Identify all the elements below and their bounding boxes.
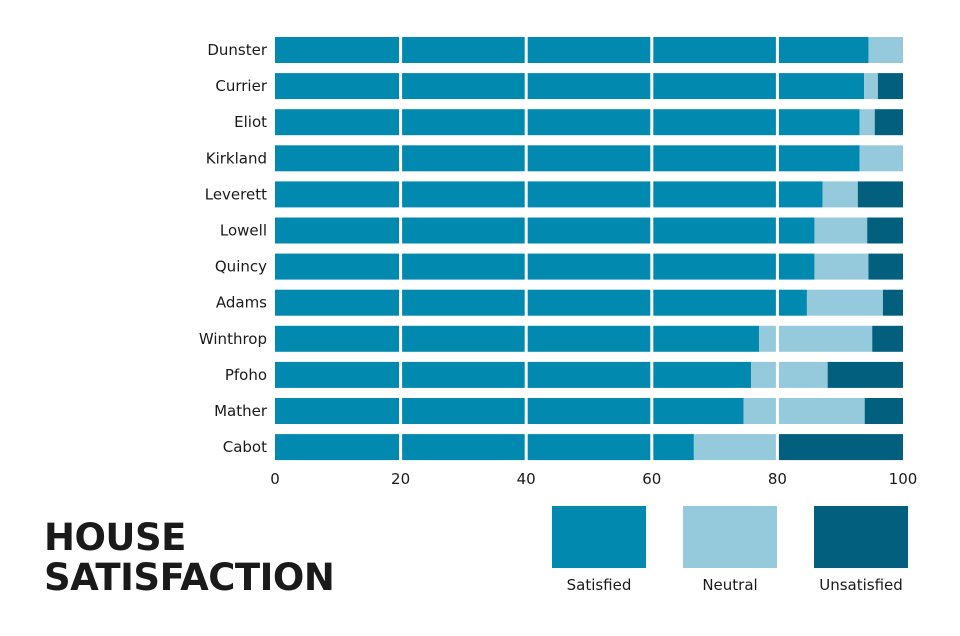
category-label-winthrop: Winthrop [199,330,267,348]
bar-lowell-neutral [814,217,868,244]
category-labels: Dunster Currier Eliot Kirkland Leverett Lowel… [199,41,268,456]
bar-kirkland-neutral [859,145,903,172]
x-tick-label-20: 20 [391,470,410,488]
category-label-mather: Mather [214,402,268,420]
bar-leverett-unsatisfied [857,181,903,208]
x-tick-label-60: 60 [642,470,661,488]
bar-currier-satisfied [275,73,865,100]
x-tick-label-40: 40 [517,470,536,488]
bar-adams-unsatisfied [882,289,903,316]
bar-adams-neutral [806,289,883,316]
bar-currier-neutral [864,73,878,100]
category-label-dunster: Dunster [207,41,267,59]
legend-item-satisfied: Satisfied [552,506,646,594]
x-tick-label-100: 100 [889,470,918,488]
chart-title-line-2: SATISFACTION [44,556,335,599]
bar-eliot-unsatisfied [874,109,903,136]
bar-quincy-unsatisfied [868,253,903,280]
category-label-kirkland: Kirkland [206,149,267,167]
bars-layer [275,37,903,461]
x-axis-tick-labels: 0 20 40 60 80 100 [270,470,917,488]
bar-pfoho-satisfied [275,361,752,388]
bar-quincy-satisfied [275,253,815,280]
bar-eliot-neutral [859,109,875,136]
category-label-quincy: Quincy [215,258,267,276]
category-label-pfoho: Pfoho [225,366,267,384]
legend-swatch-unsatisfied [814,506,908,568]
bar-leverett-satisfied [275,181,823,208]
category-label-eliot: Eliot [234,113,267,131]
bar-dunster-neutral [868,37,903,63]
category-label-currier: Currier [215,77,267,95]
bar-mather-neutral [743,398,865,424]
category-label-adams: Adams [216,294,267,312]
legend-item-unsatisfied: Unsatisfied [814,506,908,594]
bar-winthrop-satisfied [275,325,760,352]
bar-mather-unsatisfied [864,398,903,424]
bar-pfoho-unsatisfied [827,361,903,388]
chart-title: HOUSE SATISFACTION [44,516,335,599]
legend: Satisfied Neutral Unsatisfied [552,506,908,602]
legend-item-neutral: Neutral [683,506,777,594]
bar-quincy-neutral [814,253,869,280]
house-satisfaction-chart: Dunster Currier Eliot Kirkland Leverett Lowel… [199,35,917,488]
bar-adams-satisfied [275,289,807,316]
bar-lowell-unsatisfied [867,217,903,244]
bar-kirkland-satisfied [275,145,860,172]
chart-title-line-1: HOUSE [44,516,186,559]
gridlines-layer [399,35,779,463]
bar-cabot-unsatisfied [777,434,903,461]
legend-swatch-satisfied [552,506,646,568]
category-label-leverett: Leverett [205,185,267,203]
legend-label-unsatisfied: Unsatisfied [819,576,903,594]
bar-dunster-satisfied [275,37,869,63]
x-tick-label-0: 0 [270,470,280,488]
category-label-cabot: Cabot [223,438,267,456]
bar-leverett-neutral [822,181,858,208]
bar-lowell-satisfied [275,217,815,244]
x-tick-label-80: 80 [768,470,787,488]
bar-winthrop-unsatisfied [872,325,903,352]
bar-currier-unsatisfied [877,73,903,100]
legend-label-neutral: Neutral [702,576,758,594]
bar-cabot-satisfied [275,434,694,461]
legend-label-satisfied: Satisfied [566,576,632,594]
bar-cabot-neutral [693,434,778,461]
bar-mather-satisfied [275,398,744,424]
bar-pfoho-neutral [751,361,828,388]
legend-swatch-neutral [683,506,777,568]
category-label-lowell: Lowell [220,222,267,240]
bar-eliot-satisfied [275,109,860,136]
